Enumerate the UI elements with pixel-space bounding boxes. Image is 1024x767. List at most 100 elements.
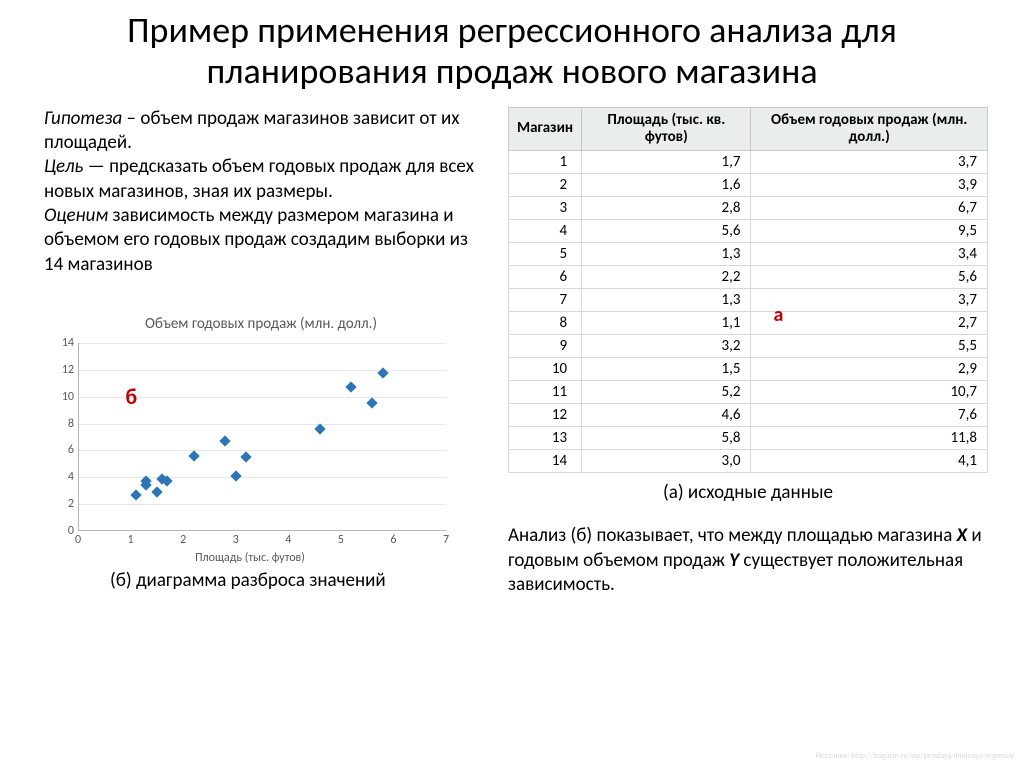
x-tick-label: 7 [443,533,449,547]
table-cell: 10,7 [751,381,988,404]
table-cell: 4,6 [582,404,751,427]
y-tick-label: 14 [54,336,74,350]
hypothesis-label: Гипотеза [44,107,122,130]
table-cell: 1,5 [582,358,751,381]
slide-title: Пример применения регрессионного анализа… [0,0,1024,101]
y-tick-label: 4 [54,470,74,484]
table-row: 101,52,9 [509,358,988,381]
goal-label: Цель [44,155,83,178]
table-cell: 11 [509,381,582,404]
table-row: 124,67,6 [509,404,988,427]
table-cell: 5,6 [751,266,988,289]
table-cell: 6,7 [751,197,988,220]
table-cell: 7,6 [751,404,988,427]
table-row: 45,69,5 [509,220,988,243]
table-cell: 5,2 [582,381,751,404]
y-tick-label: 12 [54,363,74,377]
analysis-pre: Анализ (б) показывает, что между площадь… [508,524,957,547]
table-cell: 5,5 [751,335,988,358]
table-row: 143,04,1 [509,450,988,473]
scatter-chart: Объем годовых продаж (млн. долл.) Площад… [40,315,482,592]
table-cell: 3,7а [751,289,988,312]
data-table: МагазинПлощадь (тыс. кв. футов)Объем год… [508,107,988,474]
table-cell: 1,3 [582,243,751,266]
table-row: 93,25,5 [509,335,988,358]
y-tick-label: 0 [54,524,74,538]
table-cell: 13 [509,427,582,450]
source-attribution: Источник: http://baguzin.ru/wp/prostaya-… [816,751,1014,761]
table-cell: 1,1 [582,312,751,335]
assess-label: Оценим [44,204,108,227]
left-column: Гипотеза – объем продаж магазинов зависи… [44,107,482,597]
assess-body: зависимость между размером магазина и об… [44,204,468,276]
table-body: 11,73,721,63,932,86,745,69,551,33,462,25… [509,151,988,473]
content-area: Гипотеза – объем продаж магазинов зависи… [0,101,1024,597]
table-cell: 9,5 [751,220,988,243]
plot-area [78,343,446,531]
x-tick-label: 0 [75,533,81,547]
table-caption: (а) исходные данные [508,481,988,504]
y-tick-label: 8 [54,417,74,431]
table-cell: 1,7 [582,151,751,174]
analysis-text: Анализ (б) показывает, что между площадь… [508,524,988,597]
x-variable: Х [957,524,967,547]
table-cell: 1,6 [582,174,751,197]
y-tick-label: 2 [54,497,74,511]
table-row: 71,33,7а [509,289,988,312]
chart-canvas: Площадь (тыс. футов) 0246810121401234567… [40,337,460,567]
table-row: 21,63,9 [509,174,988,197]
chart-caption: (б) диаграмма разброса значений [40,569,482,592]
x-tick-label: 6 [390,533,396,547]
gridline [79,477,446,478]
hypothesis-text: Гипотеза – объем продаж магазинов зависи… [44,107,482,277]
table-cell: 7 [509,289,582,312]
x-tick-label: 5 [338,533,344,547]
table-cell: 3,2 [582,335,751,358]
table-cell: 4,1 [751,450,988,473]
table-row: 51,33,4 [509,243,988,266]
table-cell: 3,9 [751,174,988,197]
table-cell: 2,7 [751,312,988,335]
table-row: 62,25,6 [509,266,988,289]
table-cell: 2,2 [582,266,751,289]
goal-body: — предсказать объем годовых продаж для в… [44,155,474,202]
table-cell: 5 [509,243,582,266]
table-cell: 4 [509,220,582,243]
table-column-header: Магазин [509,107,582,151]
y-variable: Y [729,549,739,572]
table-cell: 5,6 [582,220,751,243]
table-cell: 9 [509,335,582,358]
table-cell: 3,4 [751,243,988,266]
table-cell: 8 [509,312,582,335]
chart-annotation: б [125,383,137,410]
table-cell: 3 [509,197,582,220]
y-tick-label: 6 [54,443,74,457]
table-column-header: Площадь (тыс. кв. футов) [582,107,751,151]
x-tick-label: 2 [180,533,186,547]
y-tick-label: 10 [54,390,74,404]
gridline [79,343,446,344]
table-cell: 3,0 [582,450,751,473]
table-cell: 5,8 [582,427,751,450]
table-cell: 2,8 [582,197,751,220]
table-row: 81,12,7 [509,312,988,335]
table-annotation: а [773,303,783,327]
x-axis-label: Площадь (тыс. футов) [40,551,460,565]
gridline [79,370,446,371]
table-cell: 3,7 [751,151,988,174]
table-row: 11,73,7 [509,151,988,174]
x-tick-label: 4 [285,533,291,547]
table-header: МагазинПлощадь (тыс. кв. футов)Объем год… [509,107,988,151]
right-column: МагазинПлощадь (тыс. кв. футов)Объем год… [508,107,994,597]
table-cell: 1 [509,151,582,174]
gridline [79,424,446,425]
table-row: 32,86,7 [509,197,988,220]
gridline [79,450,446,451]
table-row: 115,210,7 [509,381,988,404]
chart-title: Объем годовых продаж (млн. долл.) [40,315,482,333]
gridline [79,504,446,505]
table-column-header: Объем годовых продаж (млн. долл.) [751,107,988,151]
x-tick-label: 3 [233,533,239,547]
table-cell: 2 [509,174,582,197]
table-cell: 10 [509,358,582,381]
